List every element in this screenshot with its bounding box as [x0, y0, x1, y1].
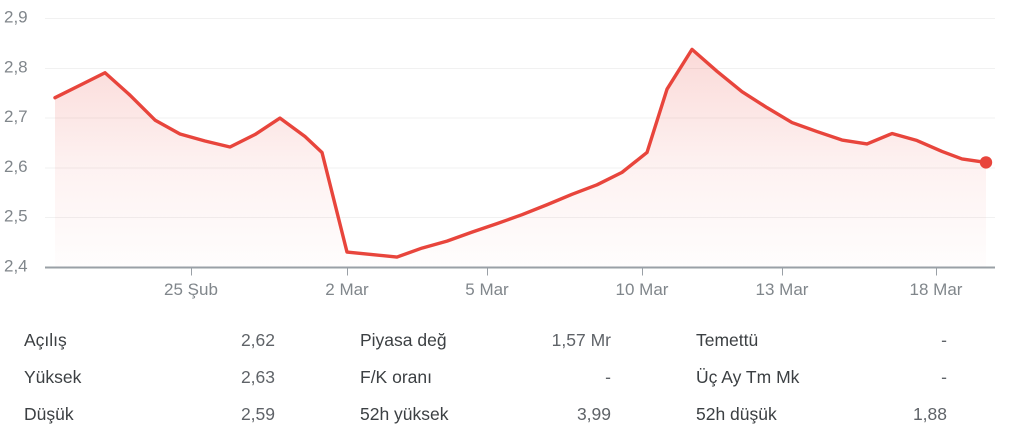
y-axis-tick-label: 2,8: [4, 57, 28, 76]
chart-series-line: [53, 47, 988, 259]
stats-label: 52h düşük: [696, 404, 777, 424]
y-axis-tick-label: 2,7: [4, 107, 28, 126]
price-chart-panel[interactable]: 2,4 2,5 2,6 2,7 2,8 2,9 25 Şub 2 Mar 5 Mar 10 Ma…: [0, 0, 1009, 300]
chart-area-fill: [55, 49, 986, 268]
stats-cell: F/K oranı -: [336, 367, 672, 388]
stats-cell: Düşük 2,59: [0, 404, 336, 425]
stats-label: Temettü: [696, 330, 759, 350]
stats-value: 1,88: [912, 404, 947, 424]
stats-value: 2,63: [240, 367, 275, 387]
stats-label: Açılış: [24, 330, 67, 350]
stats-label: Piyasa değ: [360, 330, 447, 350]
stats-value: -: [941, 367, 947, 387]
stats-label: 52h yüksek: [360, 404, 449, 424]
stats-label: Düşük: [24, 404, 74, 424]
table-row: Yüksek 2,63 F/K oranı - Üç Ay Tm Mk -: [0, 359, 1009, 396]
y-axis-tick-label: 2,4: [4, 256, 28, 275]
stats-value: 1,57 Mr: [551, 330, 611, 350]
x-axis-tick-label: 18 Mar: [910, 280, 963, 299]
stats-value: 3,99: [576, 404, 611, 424]
y-axis-tick-label: 2,9: [4, 7, 28, 26]
stats-table: Açılış 2,62 Piyasa değ 1,57 Mr Temettü - Yükse…: [0, 300, 1009, 444]
stats-value: -: [941, 330, 947, 350]
stats-label: F/K oranı: [360, 367, 432, 387]
series-line-path: [53, 47, 988, 259]
x-axis-tick-label: 2 Mar: [325, 280, 369, 299]
chart-x-axis: [45, 266, 995, 276]
series-area-path: [55, 49, 986, 268]
stats-cell: Temettü -: [672, 330, 1008, 351]
stats-cell: 52h düşük 1,88: [672, 404, 1008, 425]
price-chart-svg[interactable]: 2,4 2,5 2,6 2,7 2,8 2,9 25 Şub 2 Mar 5 Mar 10 Ma…: [0, 0, 1009, 300]
stats-label: Yüksek: [24, 367, 82, 387]
chart-y-axis-labels: 2,4 2,5 2,6 2,7 2,8 2,9: [4, 7, 28, 275]
x-axis-tick-label: 10 Mar: [616, 280, 669, 299]
stats-cell: Üç Ay Tm Mk -: [672, 367, 1008, 388]
stats-cell: Piyasa değ 1,57 Mr: [336, 330, 672, 351]
table-row: Düşük 2,59 52h yüksek 3,99 52h düşük 1,88: [0, 396, 1009, 433]
stats-cell: Açılış 2,62: [0, 330, 336, 351]
table-row: Açılış 2,62 Piyasa değ 1,57 Mr Temettü -: [0, 322, 1009, 359]
last-point-dot: [979, 156, 993, 169]
stats-value: -: [605, 367, 611, 387]
y-axis-tick-label: 2,6: [4, 157, 28, 176]
stats-label: Üç Ay Tm Mk: [696, 367, 800, 387]
y-axis-tick-label: 2,5: [4, 207, 28, 226]
chart-last-point-marker: [979, 156, 993, 169]
x-axis-tick-label: 25 Şub: [164, 280, 218, 299]
chart-x-axis-labels: 25 Şub 2 Mar 5 Mar 10 Mar 13 Mar 18 Mar: [164, 280, 963, 299]
stats-value: 2,62: [240, 330, 275, 350]
stats-cell: 52h yüksek 3,99: [336, 404, 672, 425]
x-axis-tick-label: 13 Mar: [756, 280, 809, 299]
stats-cell: Yüksek 2,63: [0, 367, 336, 388]
stats-value: 2,59: [240, 404, 275, 424]
x-axis-tick-label: 5 Mar: [465, 280, 509, 299]
